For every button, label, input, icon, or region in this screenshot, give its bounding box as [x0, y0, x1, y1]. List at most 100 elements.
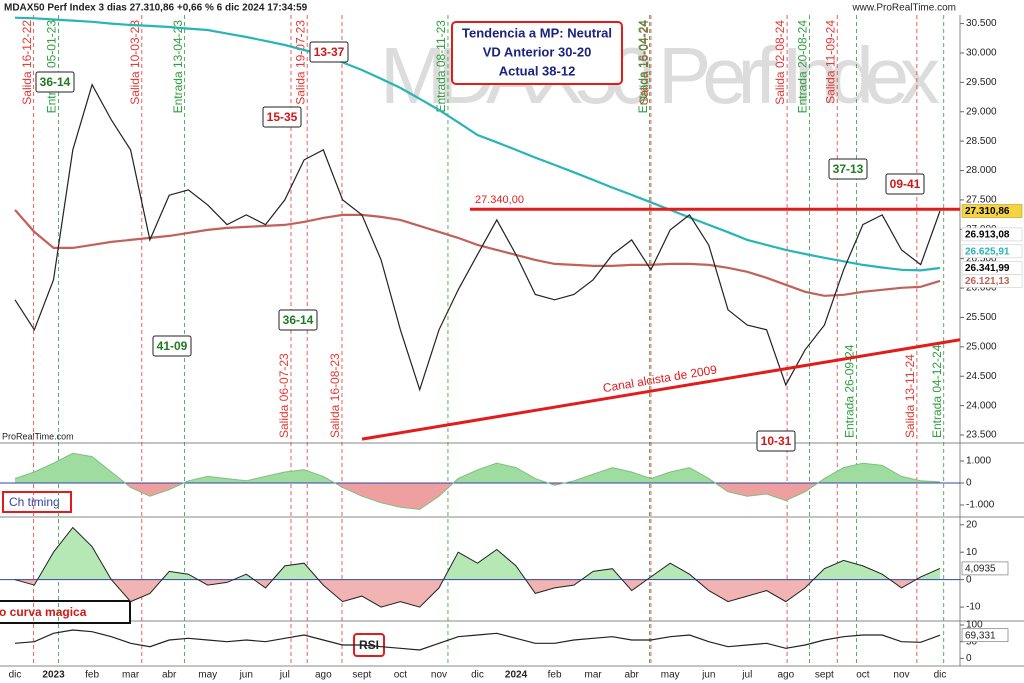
x-tick-label: may [198, 670, 217, 681]
signal-label: Entrada 04-12-24 [930, 344, 944, 438]
info-text: VD Anterior 30-20 [483, 44, 592, 59]
price-label-box [961, 244, 1023, 259]
info-text: Tendencia a MP: Neutral [462, 25, 612, 40]
series-line [14, 209, 941, 297]
x-tick-label: dic [934, 670, 947, 681]
signal-label: Salida 16-08-23 [328, 353, 342, 438]
y-tick-label: 25.500 [966, 312, 997, 323]
y-tick-label: 1.000 [966, 456, 991, 467]
x-tick-label: ago [777, 670, 794, 681]
badge-text: 41-09 [157, 339, 188, 353]
y-tick-label: 25.000 [966, 341, 997, 352]
y-tick-label: -10 [966, 602, 981, 613]
x-tick-label: jul [741, 670, 752, 681]
x-tick-label: ago [315, 670, 332, 681]
panel-label-box [0, 600, 131, 624]
positive-area [37, 527, 940, 580]
y-tick-label: 10 [966, 547, 978, 558]
y-tick-label: 30.500 [966, 18, 997, 29]
signal-label: Entrada 13-04-23 [171, 20, 185, 114]
y-tick-label: 24.000 [966, 400, 997, 411]
signal-label: Salida 16-04-24 [637, 20, 651, 105]
price-label: 27.310,86 [965, 206, 1010, 217]
y-tick-label: 29.000 [966, 106, 997, 117]
y-tick-label: 0 [966, 653, 972, 664]
signal-label: Salida 13-11-24 [903, 354, 917, 438]
price-label: 26.913,08 [965, 230, 1010, 241]
signal-label: Salida 10-03-23 [128, 20, 142, 105]
signal-label: Salida 16-12-22 [20, 20, 34, 105]
current-value-box [961, 628, 1009, 643]
badge-text: 10-31 [761, 434, 792, 448]
y-tick-label: 0 [966, 478, 972, 489]
y-tick-label: 29.500 [966, 77, 997, 88]
badge-box [152, 335, 192, 357]
x-tick-label: may [661, 670, 680, 681]
x-tick-label: oct [856, 670, 870, 681]
x-tick-label: oct [394, 670, 408, 681]
y-tick-label: 23.500 [966, 430, 997, 441]
panel-label: o curva magica [0, 605, 87, 619]
signal-label: Salida 11-09-24 [823, 20, 837, 104]
y-tick-label: 0 [966, 574, 972, 585]
x-tick-label: 2024 [505, 670, 528, 681]
y-tick-label: 26.500 [966, 253, 997, 264]
x-tick-label: abr [162, 670, 177, 681]
x-tick-label: 2023 [42, 670, 65, 681]
x-tick-label: jul [279, 670, 290, 681]
badge-text: 36-14 [283, 313, 314, 327]
y-tick-label: 30.000 [966, 48, 997, 59]
y-tick-label: 26.000 [966, 283, 997, 294]
oscillator-line [14, 452, 941, 510]
x-tick-label: abr [624, 670, 639, 681]
signal-label: Entrada 26-09-24 [843, 344, 857, 438]
badge-box [756, 430, 796, 452]
x-tick-label: nov [431, 670, 447, 681]
badge-box [278, 309, 318, 331]
panel-label-box [2, 491, 72, 513]
badge-text: 09-41 [890, 177, 921, 191]
y-tick-label: -1.000 [966, 500, 995, 511]
header-site: www.ProRealTime.com [851, 3, 956, 14]
info-box [451, 21, 623, 85]
x-tick-label: mar [585, 670, 603, 681]
info-text: Actual 38-12 [499, 63, 576, 78]
y-tick-label: 20 [966, 519, 978, 530]
x-tick-label: mar [122, 670, 140, 681]
badge-box [35, 71, 75, 93]
series-line [14, 83, 941, 392]
price-label-box [961, 227, 1023, 242]
panel-label: Ch timing [9, 495, 60, 509]
badge-box [885, 173, 925, 195]
series-line [14, 16, 941, 272]
logo: ProRealTime.com [2, 431, 74, 441]
negative-area [15, 579, 940, 608]
y-tick-label: 100 [966, 620, 983, 631]
badge-text: 36-14 [40, 75, 71, 89]
signal-label: Salida 19-07-23 [293, 20, 307, 105]
x-tick-label: sept [815, 670, 834, 681]
x-tick-label: feb [548, 670, 562, 681]
x-tick-label: nov [893, 670, 909, 681]
price-label-box [961, 274, 1023, 288]
header-title: MDAX50 Perf Index 3 dias 27.310,86 +0,66… [4, 3, 308, 14]
x-tick-label: jun [239, 670, 253, 681]
signal-label: Entrada 05-01-23 [45, 20, 59, 114]
current-value-label: 4,0935 [965, 564, 996, 575]
x-tick-label: dic [9, 670, 22, 681]
series-line [14, 629, 941, 651]
y-tick-label: 28.500 [966, 136, 997, 147]
badge-text: 37-13 [833, 162, 864, 176]
trend-line [361, 338, 961, 441]
price-label: 26.341,99 [965, 263, 1010, 274]
badge-box [309, 41, 349, 63]
signal-label: Salida 06-07-23 [277, 353, 291, 438]
y-tick-label: 24.500 [966, 371, 997, 382]
positive-area [15, 453, 940, 483]
oscillator-line [14, 526, 941, 608]
badge-text: 15-35 [267, 110, 298, 124]
x-tick-label: dic [471, 670, 484, 681]
price-label: 26.625,91 [965, 246, 1010, 257]
badge-box [828, 158, 868, 180]
